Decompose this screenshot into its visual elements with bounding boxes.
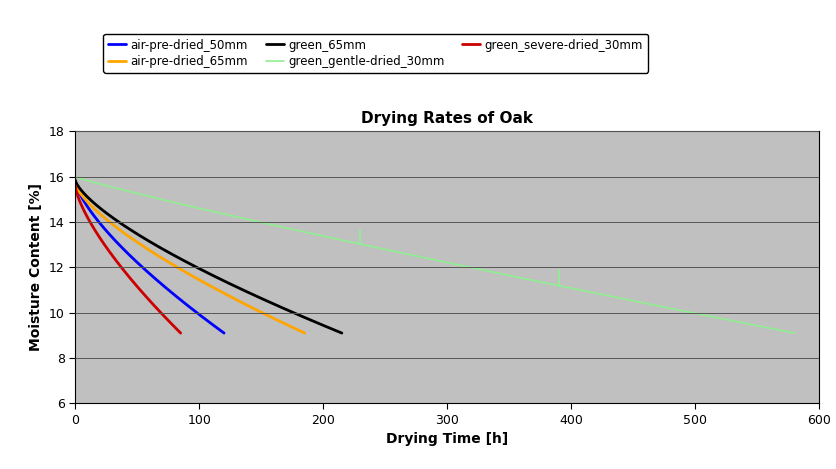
air-pre-dried_50mm	[129, 257, 139, 262]
air-pre-dried_50mm	[219, 330, 229, 336]
Line: green_65mm: green_65mm	[75, 180, 342, 333]
Line: green_gentle-dried_30mm: green_gentle-dried_30mm	[75, 177, 794, 333]
Line: air-pre-dried_50mm: air-pre-dried_50mm	[75, 181, 224, 333]
green_severe-dried_30mm	[147, 300, 157, 306]
X-axis label: Drying Time [h]: Drying Time [h]	[386, 432, 508, 446]
Line: green_severe-dried_30mm: green_severe-dried_30mm	[75, 186, 181, 333]
green_65mm	[157, 246, 167, 251]
air-pre-dried_50mm	[70, 178, 80, 184]
green_gentle-dried_30mm	[789, 330, 799, 336]
air-pre-dried_65mm	[98, 213, 108, 219]
green_gentle-dried_30mm	[70, 174, 80, 180]
air-pre-dried_50mm	[119, 247, 129, 252]
green_severe-dried_30mm	[83, 215, 93, 221]
green_gentle-dried_30mm	[304, 230, 314, 236]
green_gentle-dried_30mm	[589, 290, 599, 296]
green_gentle-dried_30mm	[355, 241, 365, 247]
green_65mm	[176, 256, 186, 262]
air-pre-dried_65mm	[70, 181, 80, 186]
Y-axis label: Moisture Content [%]: Moisture Content [%]	[29, 183, 43, 351]
air-pre-dried_50mm	[164, 287, 174, 293]
green_severe-dried_30mm	[70, 183, 80, 189]
green_65mm	[238, 287, 248, 293]
Legend: air-pre-dried_50mm, air-pre-dried_65mm, green_65mm, green_gentle-dried_30mm, gre: air-pre-dried_50mm, air-pre-dried_65mm, …	[104, 34, 648, 73]
green_65mm	[70, 177, 80, 183]
green_gentle-dried_30mm	[593, 291, 603, 296]
air-pre-dried_65mm	[237, 300, 247, 305]
air-pre-dried_65mm	[236, 299, 246, 305]
air-pre-dried_65mm	[215, 288, 225, 294]
green_65mm	[263, 298, 273, 304]
green_65mm	[102, 211, 112, 217]
air-pre-dried_50mm	[88, 212, 98, 218]
green_gentle-dried_30mm	[156, 197, 166, 202]
air-pre-dried_65mm	[299, 330, 309, 336]
green_severe-dried_30mm	[112, 259, 122, 265]
green_65mm	[337, 330, 347, 336]
green_severe-dried_30mm	[104, 249, 115, 255]
air-pre-dried_50mm	[178, 299, 188, 305]
green_severe-dried_30mm	[176, 330, 186, 336]
air-pre-dried_65mm	[145, 248, 155, 253]
air-pre-dried_65mm	[161, 258, 171, 264]
green_severe-dried_30mm	[146, 300, 156, 305]
Line: air-pre-dried_65mm: air-pre-dried_65mm	[75, 183, 304, 333]
air-pre-dried_50mm	[177, 299, 187, 304]
green_severe-dried_30mm	[136, 289, 146, 295]
green_gentle-dried_30mm	[522, 276, 533, 282]
Title: Drying Rates of Oak: Drying Rates of Oak	[361, 111, 533, 126]
green_65mm	[264, 299, 274, 305]
